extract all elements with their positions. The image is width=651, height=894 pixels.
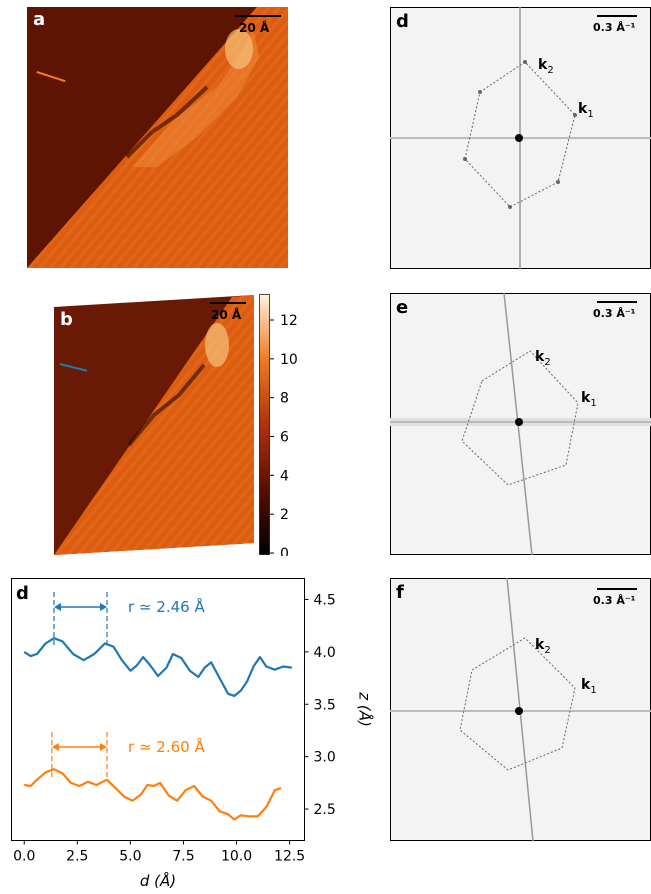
y-tick-label: 3.5 [314, 697, 336, 713]
fft-image-e [390, 292, 651, 556]
k2-label-d: k2 [538, 57, 554, 76]
arrowhead-left [53, 603, 61, 611]
scalebar-b [210, 302, 246, 304]
colorbar: 0 2 4 6 8 10 12 [259, 294, 319, 562]
y-tick-label: 2.5 [314, 802, 336, 818]
panel-profile: 0.0 2.5 5.0 7.5 10.0 12.5 2.5 3.0 3.5 4.0 4.5 d (Å)… [0, 578, 380, 890]
colorbar-tick-label: 10 [280, 352, 298, 368]
scalebar-label-f-fft: 0.3 Å⁻¹ [593, 594, 636, 607]
x-tick-label: 0.0 [13, 849, 35, 865]
scalebar-d-fft [597, 15, 637, 17]
panel-fft-f: f 0.3 Å⁻¹ k2 k1 [390, 577, 651, 842]
panel-letter-f-fft: f [396, 582, 404, 603]
y-tick-label: 3.0 [314, 750, 336, 766]
series-line-2 [24, 768, 282, 821]
panel-a: a 20 Å [27, 7, 288, 268]
y-tick-label: 4.0 [314, 645, 336, 661]
x-tick-label: 5.0 [119, 849, 141, 865]
panel-fft-d: d 0.3 Å⁻¹ k2 k1 [390, 7, 651, 269]
period-annotation: r ≃ 2.60 Å [128, 737, 205, 756]
colorbar-tick-label: 4 [280, 468, 289, 484]
panel-letter-d-fft: d [396, 11, 409, 32]
y-axis-label: z (Å) [356, 691, 375, 727]
x-tick-label: 10.0 [221, 849, 252, 865]
topography-image-b [54, 295, 254, 555]
scalebar-f-fft [597, 588, 637, 590]
x-tick-label: 2.5 [66, 849, 88, 865]
k1-label-d: k1 [578, 101, 594, 120]
panel-letter-b: b [60, 309, 73, 330]
panel-letter-e-fft: e [396, 297, 409, 318]
panel-b: b 20 Å [54, 295, 254, 557]
colorbar-tick-label: 12 [280, 313, 298, 329]
colorbar-svg: 0 2 4 6 8 10 12 [259, 294, 298, 562]
arrowhead-right [100, 603, 108, 611]
panel-letter-a: a [33, 9, 46, 30]
colorbar-tick-label: 0 [280, 546, 289, 556]
fft-image-f [390, 577, 651, 842]
scalebar-label-e-fft: 0.3 Å⁻¹ [593, 307, 636, 320]
series-line-1 [23, 637, 292, 697]
scalebar-a [235, 15, 281, 17]
panel-letter-d-profile: d [16, 583, 29, 604]
scalebar-label-d-fft: 0.3 Å⁻¹ [593, 21, 636, 34]
period-annotation: r ≃ 2.46 Å [128, 597, 205, 616]
k1-label-f: k1 [581, 677, 597, 696]
k2-label-f: k2 [535, 637, 551, 656]
x-tick-label: 12.5 [274, 849, 305, 865]
arrowhead-right [100, 743, 108, 751]
fft-image-d [390, 7, 651, 269]
arrowhead-left [51, 743, 59, 751]
topography-image-a [27, 7, 288, 268]
colorbar-tick-label: 2 [280, 507, 289, 523]
scalebar-label-a: 20 Å [239, 21, 270, 35]
profile-chart: 0.0 2.5 5.0 7.5 10.0 12.5 2.5 3.0 3.5 4.0 4.5 d (Å)… [11, 578, 375, 890]
scalebar-label-b: 20 Å [211, 308, 242, 322]
colorbar-tick-label: 6 [280, 430, 289, 446]
k2-label-e: k2 [535, 349, 551, 368]
scalebar-e-fft [597, 301, 637, 303]
panel-fft-e: e 0.3 Å⁻¹ k2 k1 [390, 292, 651, 556]
x-axis-label: d (Å) [140, 871, 176, 890]
y-tick-label: 4.5 [314, 592, 336, 608]
x-tick-label: 7.5 [172, 849, 194, 865]
colorbar-tick-label: 8 [280, 391, 289, 407]
k1-label-e: k1 [581, 390, 597, 409]
